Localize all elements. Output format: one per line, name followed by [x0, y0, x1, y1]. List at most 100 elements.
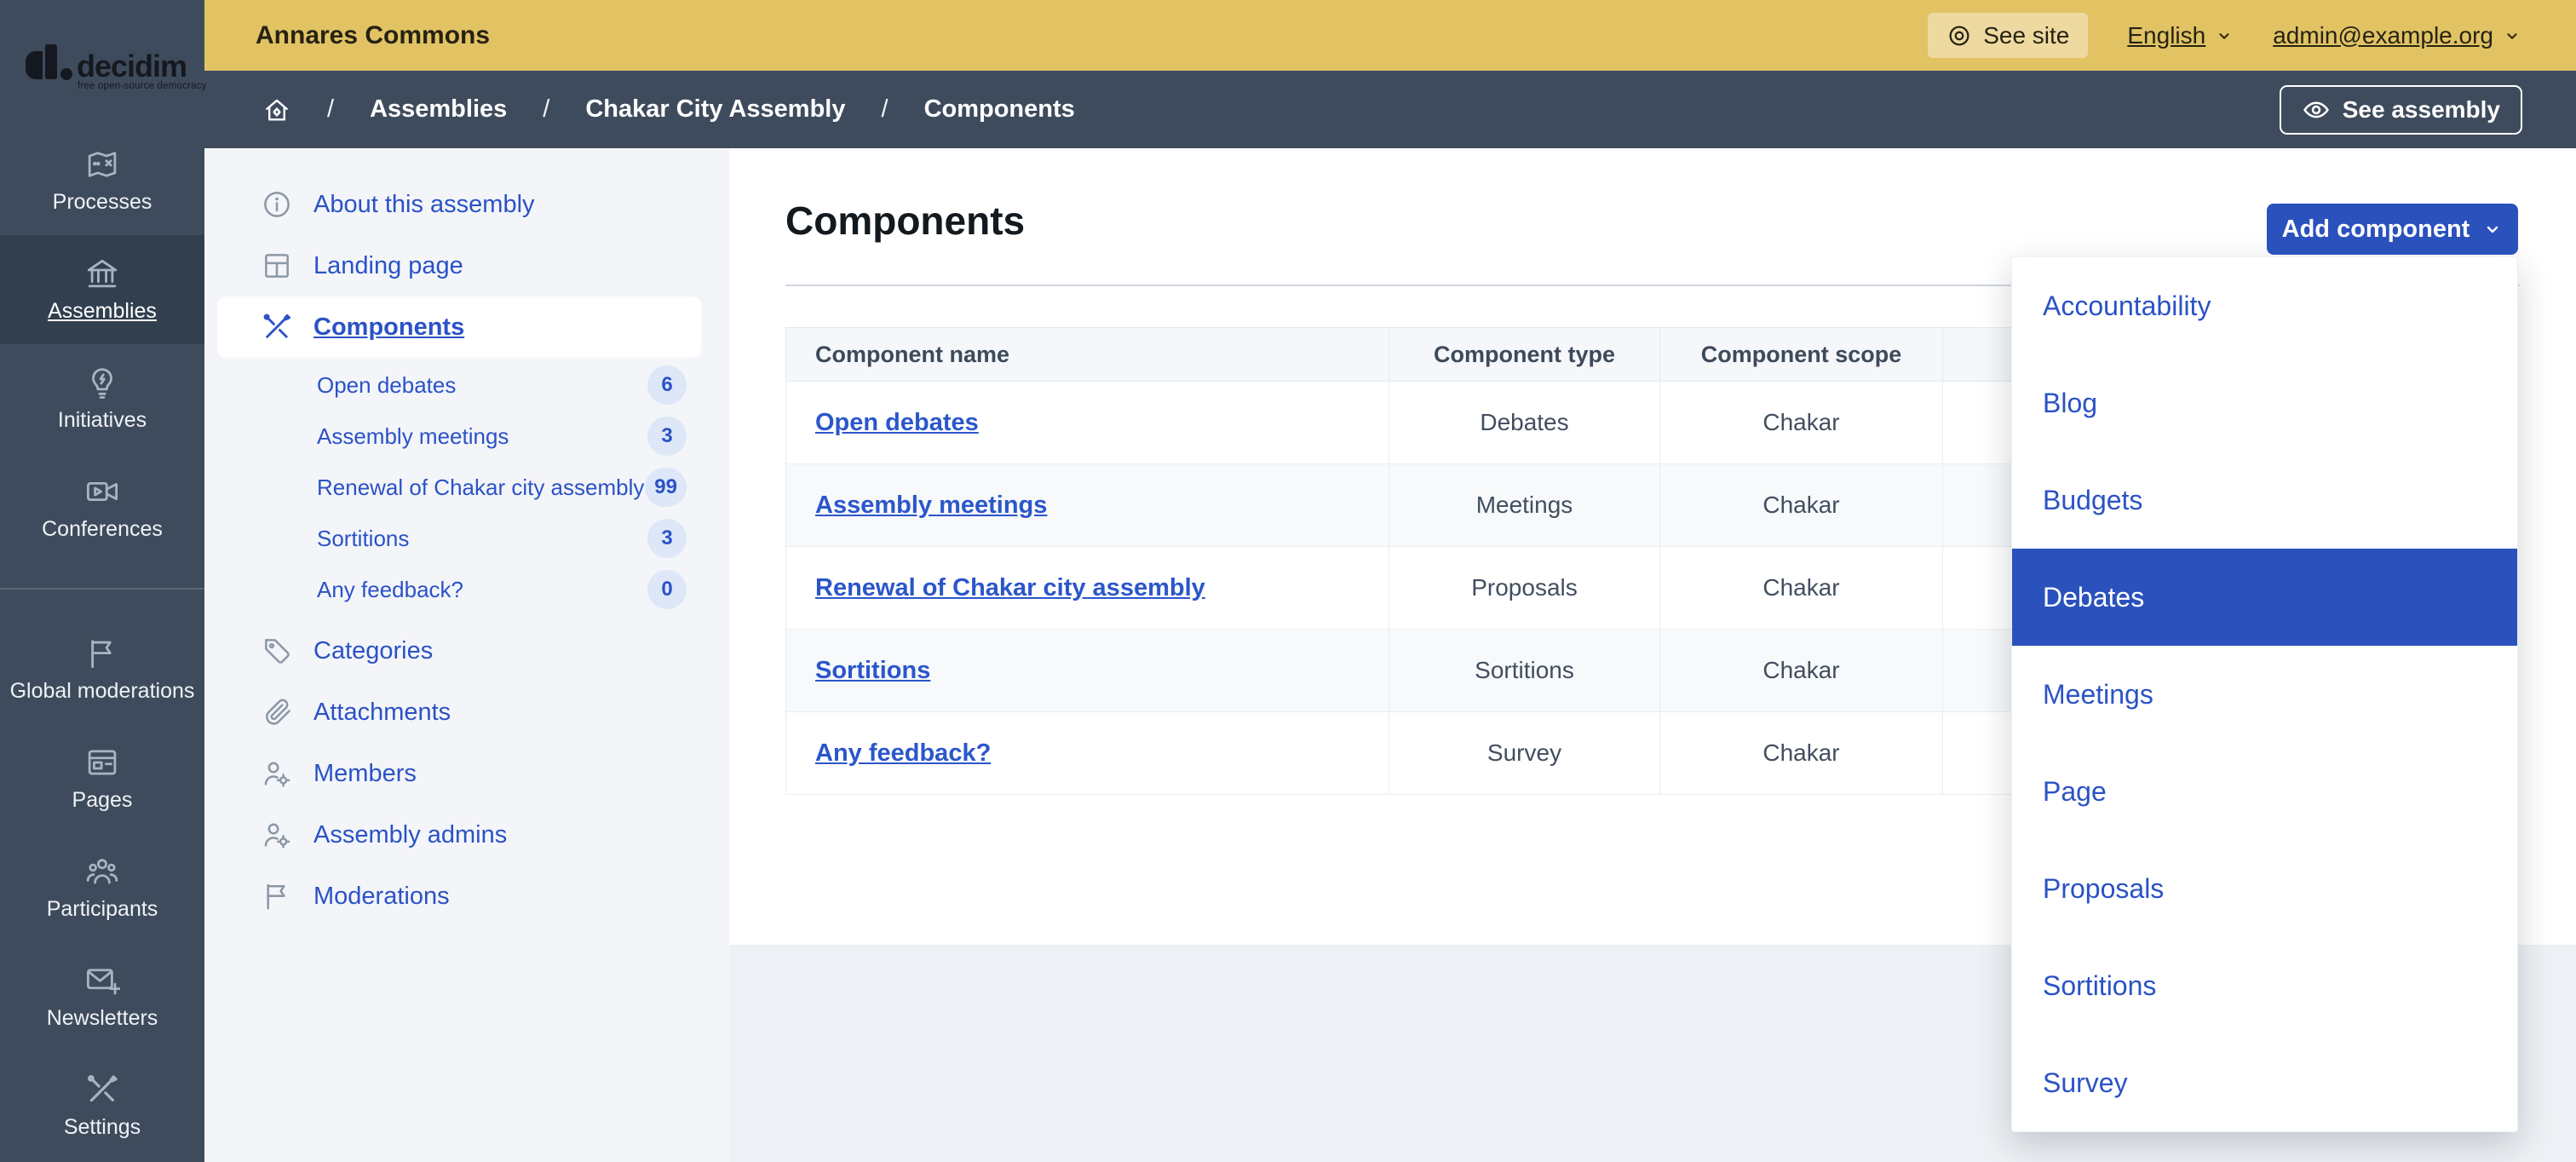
table-row: Any feedback? Survey Chakar	[785, 711, 2234, 795]
info-icon	[261, 188, 293, 221]
decidim-logo-tagline: free open-source democracy	[78, 81, 207, 91]
video-camera-icon	[84, 474, 120, 509]
column-header-component-scope: Component scope	[1659, 327, 1943, 382]
see-site-label: See site	[1983, 21, 2070, 49]
add-menu-item-proposals[interactable]: Proposals	[2043, 872, 2165, 904]
menu-item-assembly-admins[interactable]: Assembly admins	[204, 804, 729, 866]
menu-item-members[interactable]: Members	[204, 743, 729, 804]
topbar-actions: See site English admin@example.org	[1928, 13, 2521, 58]
count-badge: 6	[647, 365, 687, 405]
component-name-link[interactable]: Renewal of Chakar city assembly	[815, 573, 1205, 601]
column-header-component-type: Component type	[1389, 327, 1660, 382]
assembly-sidebar: About this assembly Landing page Compone…	[204, 148, 729, 1162]
people-icon	[84, 854, 120, 889]
component-link-any-feedback[interactable]: Any feedback? 0	[204, 564, 729, 615]
home-link[interactable]	[262, 95, 291, 124]
menu-item-label: Landing page	[313, 251, 463, 279]
component-link-label: Assembly meetings	[317, 423, 509, 449]
target-icon	[1946, 23, 1972, 49]
menu-item-about-assembly[interactable]: About this assembly	[204, 174, 729, 235]
component-link-label: Sortitions	[317, 525, 410, 551]
component-scope-cell: Chakar	[1659, 546, 1943, 630]
breadcrumb-item-assemblies[interactable]: Assemblies	[370, 95, 508, 123]
menu-item-label: Members	[313, 759, 417, 787]
chevron-down-icon	[2215, 26, 2234, 45]
sidebar-item-global-moderations[interactable]: Global moderations	[0, 615, 204, 724]
component-link-renewal[interactable]: Renewal of Chakar city assembly 99	[204, 462, 729, 513]
tools-icon	[261, 311, 293, 343]
flag-icon	[261, 880, 293, 912]
component-name-link[interactable]: Any feedback?	[815, 739, 992, 767]
see-assembly-label: See assembly	[2342, 96, 2500, 123]
component-link-sortitions[interactable]: Sortitions 3	[204, 513, 729, 564]
tools-icon	[84, 1072, 120, 1107]
paperclip-icon	[261, 696, 293, 728]
sidebar-item-settings[interactable]: Settings	[0, 1051, 204, 1160]
add-menu-item-meetings[interactable]: Meetings	[2043, 678, 2153, 710]
sidebar-item-label: Assemblies	[48, 299, 157, 323]
component-type-cell: Sortitions	[1389, 629, 1660, 712]
menu-item-moderations[interactable]: Moderations	[204, 866, 729, 927]
topbar: Annares Commons See site English admin@e…	[204, 0, 2576, 71]
menu-item-label: Categories	[313, 636, 434, 664]
component-scope-cell: Chakar	[1659, 381, 1943, 464]
decidim-logo-dot	[60, 68, 72, 80]
menu-item-attachments[interactable]: Attachments	[204, 682, 729, 743]
count-badge: 0	[647, 570, 687, 609]
decidim-logo-glyph-bar	[45, 44, 57, 79]
add-menu-item-page[interactable]: Page	[2043, 775, 2107, 807]
sidebar-item-conferences[interactable]: Conferences	[0, 453, 204, 562]
table-row: Sortitions Sortitions Chakar	[785, 629, 2234, 712]
sidebar-item-newsletters[interactable]: Newsletters	[0, 942, 204, 1051]
breadcrumb-item-components[interactable]: Components	[923, 95, 1075, 123]
sidebar-item-assemblies[interactable]: Assemblies	[0, 235, 204, 344]
menu-item-components[interactable]: Components	[217, 296, 701, 358]
bank-icon	[84, 256, 120, 291]
add-menu-item-budgets[interactable]: Budgets	[2043, 484, 2143, 515]
menu-item-categories[interactable]: Categories	[204, 620, 729, 682]
component-type-cell: Meetings	[1389, 463, 1660, 547]
sidebar-item-initiatives[interactable]: Initiatives	[0, 344, 204, 453]
sidebar-item-label: Participants	[46, 897, 158, 921]
menu-item-label: About this assembly	[313, 190, 535, 218]
title-divider	[785, 285, 2520, 286]
add-menu-item-debates[interactable]: Debates	[2012, 549, 2517, 646]
count-badge: 3	[647, 417, 687, 456]
count-badge: 3	[647, 519, 687, 558]
sidebar-item-label: Settings	[63, 1115, 141, 1139]
sidebar-nav: Processes Assemblies Initiatives	[0, 126, 204, 1160]
add-component-label: Add component	[2281, 215, 2470, 243]
add-menu-item-accountability[interactable]: Accountability	[2043, 290, 2211, 321]
account-label: admin@example.org	[2273, 21, 2493, 49]
main-sidebar: decidim free open-source democracy Proce…	[0, 0, 207, 1162]
component-scope-cell: Chakar	[1659, 629, 1943, 712]
language-menu[interactable]: English	[2127, 22, 2234, 49]
user-gear-icon	[261, 819, 293, 851]
breadcrumb-bar: / Assemblies / Chakar City Assembly / Co…	[204, 71, 2576, 148]
add-menu-item-survey[interactable]: Survey	[2043, 1067, 2128, 1098]
component-link-open-debates[interactable]: Open debates 6	[204, 360, 729, 411]
breadcrumb-item-assembly[interactable]: Chakar City Assembly	[585, 95, 846, 123]
sidebar-item-pages[interactable]: Pages	[0, 724, 204, 833]
component-link-assembly-meetings[interactable]: Assembly meetings 3	[204, 411, 729, 462]
account-menu[interactable]: admin@example.org	[2273, 22, 2521, 49]
add-menu-item-sortitions[interactable]: Sortitions	[2043, 969, 2157, 1001]
sidebar-item-label: Processes	[52, 190, 152, 214]
menu-item-label: Attachments	[313, 698, 451, 726]
component-type-cell: Proposals	[1389, 546, 1660, 630]
menu-item-landing-page[interactable]: Landing page	[204, 235, 729, 296]
add-menu-item-blog[interactable]: Blog	[2043, 387, 2098, 418]
count-badge: 99	[645, 468, 687, 507]
page-title: Components	[785, 198, 1026, 243]
see-assembly-button[interactable]: See assembly	[2279, 85, 2522, 135]
component-type-cell: Debates	[1389, 381, 1660, 464]
component-name-link[interactable]: Sortitions	[815, 656, 931, 684]
add-component-button[interactable]: Add component	[2267, 204, 2518, 255]
component-name-link[interactable]: Assembly meetings	[815, 491, 1048, 519]
sidebar-item-processes[interactable]: Processes	[0, 126, 204, 235]
sidebar-item-participants[interactable]: Participants	[0, 833, 204, 942]
user-gear-icon	[261, 757, 293, 790]
component-name-link[interactable]: Open debates	[815, 408, 979, 436]
see-site-button[interactable]: See site	[1928, 13, 2089, 58]
decidim-logo-text: decidim	[77, 49, 187, 83]
